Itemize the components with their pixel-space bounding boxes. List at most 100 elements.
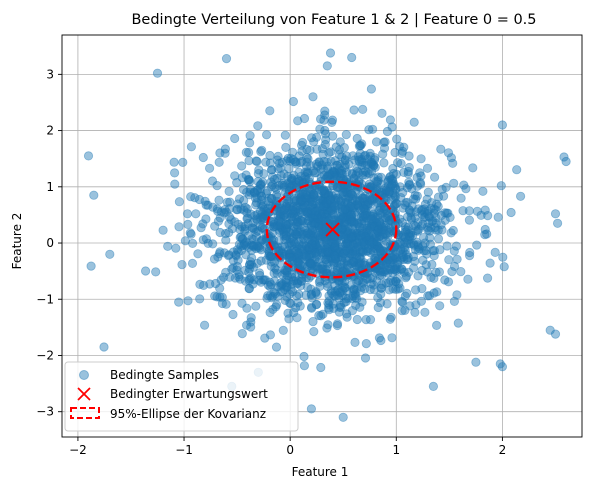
- sample-point: [253, 177, 263, 187]
- sample-point: [370, 267, 380, 278]
- sample-point: [340, 212, 350, 222]
- sample-point: [364, 223, 375, 233]
- sample-point: [373, 227, 383, 237]
- sample-point: [341, 167, 352, 177]
- sample-point: [440, 208, 450, 218]
- sample-point: [314, 201, 324, 211]
- sample-point: [287, 279, 297, 289]
- sample-point: [352, 166, 363, 176]
- sample-point: [295, 301, 305, 311]
- sample-point: [298, 203, 308, 213]
- sample-point: [253, 121, 263, 131]
- sample-point: [243, 231, 253, 241]
- sample-point: [430, 222, 440, 233]
- sample-point: [397, 296, 407, 306]
- sample-point: [320, 189, 330, 199]
- sample-point: [346, 229, 357, 239]
- sample-point: [264, 248, 274, 259]
- sample-point: [253, 169, 263, 179]
- sample-point: [306, 220, 316, 230]
- sample-point: [431, 267, 441, 277]
- sample-point: [368, 272, 378, 283]
- sample-point: [380, 265, 390, 275]
- sample-point: [307, 303, 317, 313]
- sample-point: [321, 216, 331, 226]
- sample-point: [483, 211, 493, 221]
- sample-point: [351, 260, 361, 271]
- sample-point: [293, 217, 303, 227]
- sample-point: [361, 234, 371, 244]
- sample-point: [411, 226, 421, 236]
- sample-point: [447, 266, 457, 277]
- sample-point: [311, 159, 321, 169]
- sample-point: [340, 204, 350, 214]
- sample-point: [332, 249, 342, 259]
- sample-point: [352, 229, 362, 239]
- sample-point: [217, 292, 227, 302]
- sample-point: [241, 147, 251, 157]
- sample-point: [357, 139, 367, 149]
- sample-point: [432, 199, 442, 209]
- sample-point: [259, 204, 269, 214]
- sample-point: [323, 171, 334, 181]
- sample-point: [341, 188, 352, 198]
- sample-point: [266, 193, 276, 203]
- sample-point: [322, 278, 332, 288]
- sample-point: [367, 240, 377, 250]
- sample-point: [429, 172, 440, 182]
- sample-point: [497, 120, 507, 130]
- sample-point: [250, 188, 260, 198]
- sample-point: [331, 236, 341, 246]
- sample-point: [332, 249, 342, 259]
- sample-point: [292, 227, 302, 237]
- sample-point: [391, 284, 401, 294]
- sample-point: [327, 246, 337, 256]
- sample-point: [308, 189, 319, 199]
- sample-point: [269, 174, 280, 184]
- sample-point: [352, 237, 362, 247]
- sample-point: [404, 180, 414, 190]
- sample-point: [240, 226, 250, 236]
- sample-point: [364, 125, 374, 135]
- sample-point: [248, 235, 259, 245]
- sample-point: [314, 277, 324, 287]
- sample-point: [343, 236, 353, 246]
- sample-point: [353, 258, 363, 268]
- sample-point: [245, 260, 255, 270]
- sample-point: [417, 265, 427, 276]
- sample-point: [191, 209, 201, 219]
- sample-point: [245, 184, 255, 194]
- sample-point: [281, 212, 291, 222]
- sample-point: [306, 284, 316, 294]
- sample-point: [322, 210, 332, 220]
- sample-point: [256, 191, 267, 201]
- sample-point: [260, 209, 271, 219]
- sample-point: [246, 240, 257, 250]
- sample-point: [409, 117, 419, 127]
- sample-point: [316, 362, 326, 373]
- sample-point: [358, 209, 368, 220]
- sample-point: [277, 180, 287, 190]
- sample-point: [372, 237, 382, 247]
- sample-point: [386, 252, 396, 262]
- sample-point: [315, 209, 325, 219]
- sample-point: [410, 307, 420, 317]
- sample-point: [310, 218, 320, 228]
- sample-point: [278, 249, 288, 259]
- sample-point: [347, 217, 357, 227]
- sample-point: [284, 239, 294, 249]
- sample-point: [401, 198, 411, 208]
- sample-point: [399, 243, 409, 253]
- sample-point: [337, 224, 347, 234]
- sample-point: [341, 293, 351, 304]
- sample-point: [241, 241, 251, 251]
- sample-point: [360, 210, 370, 220]
- sample-point: [247, 245, 257, 255]
- sample-point: [315, 281, 325, 291]
- sample-point: [233, 219, 244, 229]
- sample-point: [270, 263, 280, 273]
- sample-point: [382, 299, 392, 309]
- sample-point: [329, 267, 339, 277]
- sample-point: [461, 184, 471, 194]
- sample-point: [317, 248, 327, 258]
